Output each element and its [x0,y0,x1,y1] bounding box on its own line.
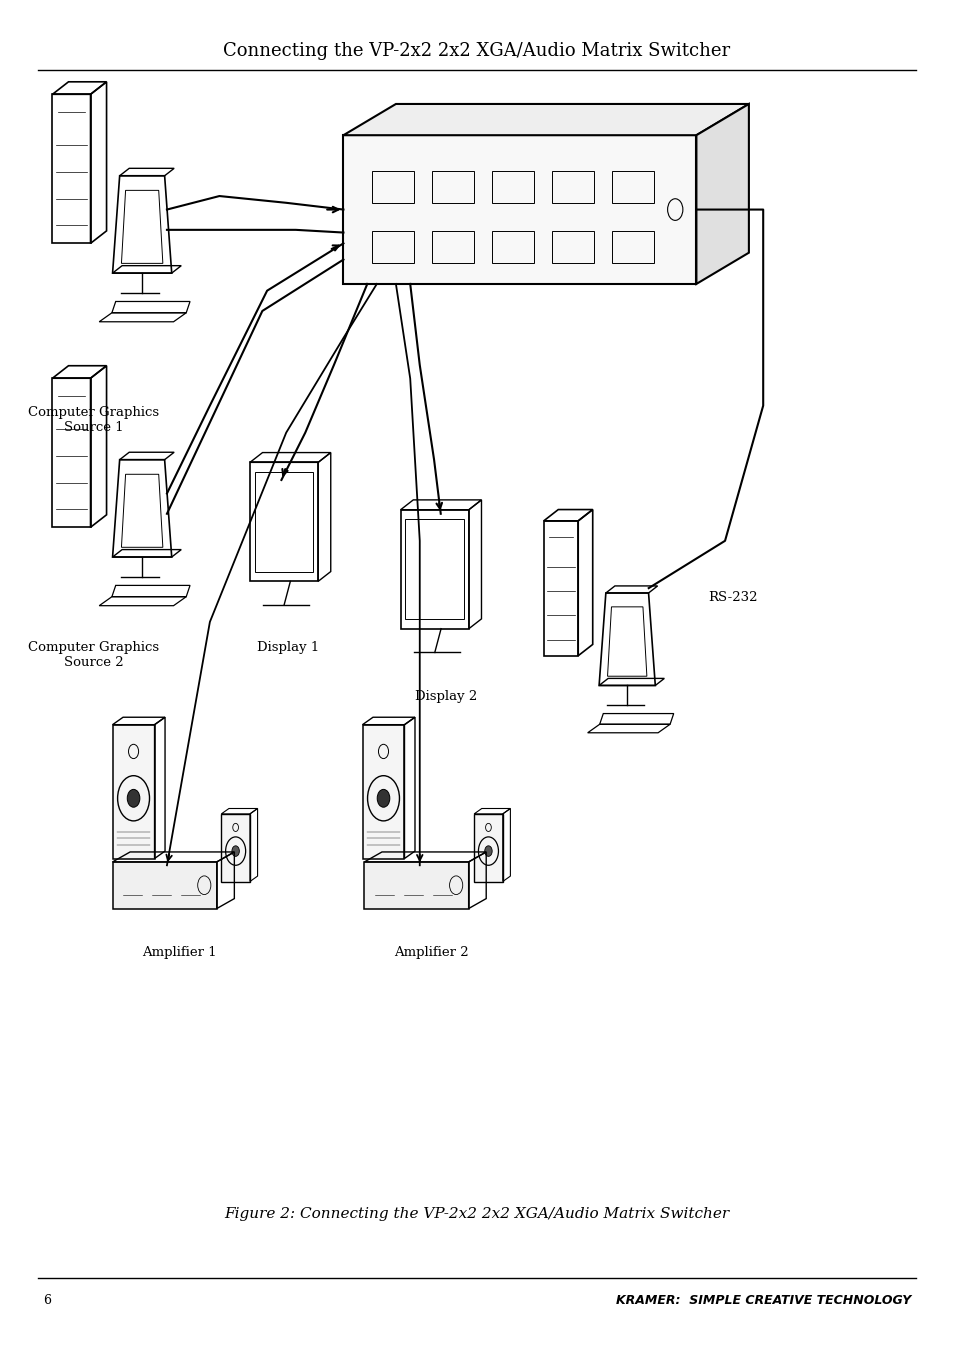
Bar [491,170,534,203]
Bar [431,170,474,203]
Text: Connecting the VP-2x2 2x2 XGA/Audio Matrix Switcher: Connecting the VP-2x2 2x2 XGA/Audio Matr… [223,42,730,61]
Polygon shape [474,814,502,882]
Text: Amplifier 1: Amplifier 1 [142,946,216,960]
Circle shape [127,790,140,807]
Polygon shape [343,104,748,135]
Polygon shape [364,863,468,909]
Text: 6: 6 [43,1294,51,1307]
Text: Display 2: Display 2 [415,690,477,703]
Polygon shape [696,104,748,284]
Circle shape [232,846,239,856]
Text: Figure 2: Connecting the VP-2x2 2x2 XGA/Audio Matrix Switcher: Figure 2: Connecting the VP-2x2 2x2 XGA/… [224,1207,729,1221]
Polygon shape [362,725,404,859]
Bar [491,230,534,262]
Bar [611,170,654,203]
Bar [551,230,594,262]
Polygon shape [112,863,216,909]
Circle shape [484,846,492,856]
Text: Display 1: Display 1 [256,641,319,654]
Text: KRAMER:  SIMPLE CREATIVE TECHNOLOGY: KRAMER: SIMPLE CREATIVE TECHNOLOGY [616,1294,910,1307]
Text: RS-232: RS-232 [707,591,757,604]
Bar [372,230,414,262]
Polygon shape [343,135,696,284]
Text: Computer Graphics
Source 1: Computer Graphics Source 1 [28,406,159,434]
Text: Computer Graphics
Source 2: Computer Graphics Source 2 [28,641,159,669]
Bar [372,170,414,203]
Polygon shape [221,814,250,882]
Bar [551,170,594,203]
Bar [611,230,654,262]
Bar [431,230,474,262]
Circle shape [376,790,390,807]
Text: Amplifier 2: Amplifier 2 [394,946,468,960]
Polygon shape [112,725,154,859]
